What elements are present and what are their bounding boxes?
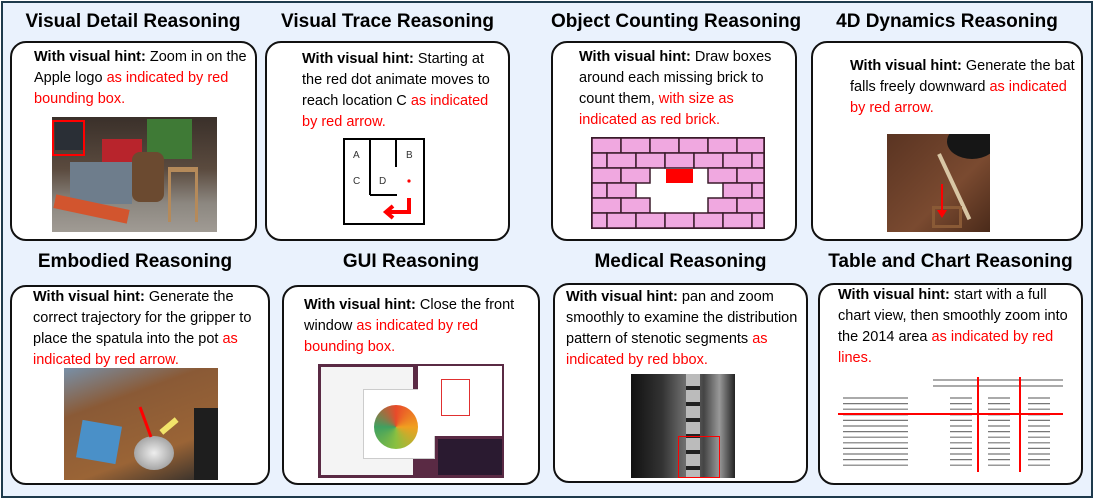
- maze-label-b: B: [406, 150, 413, 161]
- stove: [194, 408, 218, 480]
- hint-text: With visual hint: Close the front window…: [304, 297, 515, 355]
- maze-label-a: A: [353, 150, 360, 161]
- hint-text: With visual hint: Zoom in on the Apple l…: [34, 49, 247, 107]
- black-chair: [947, 134, 990, 159]
- brick: [664, 212, 695, 229]
- sunburst-chart: [374, 405, 418, 449]
- red-arrowhead: [937, 210, 947, 218]
- brick: [591, 152, 608, 169]
- kitchen-robot-photo: [64, 368, 218, 480]
- brick: [620, 167, 651, 184]
- hint-text: With visual hint: Generate the correct t…: [33, 289, 252, 368]
- metal-pot: [134, 436, 174, 470]
- spine-mri-image: [631, 374, 735, 478]
- stool: [168, 167, 198, 222]
- red-arrowhead: [382, 204, 395, 220]
- brick: [678, 137, 709, 154]
- brick: [736, 137, 765, 154]
- bat-table-photo: [887, 134, 990, 232]
- red-arrow: [138, 406, 153, 438]
- brick: [606, 182, 637, 199]
- spatula: [159, 417, 179, 435]
- panel-title: Table and Chart Reasoning: [828, 251, 1073, 272]
- brick: [693, 212, 724, 229]
- panel-title: 4D Dynamics Reasoning: [836, 11, 1058, 32]
- brick: [722, 182, 753, 199]
- maze-diagram: A B C D: [343, 138, 425, 225]
- gray-toolbox: [70, 162, 132, 204]
- panel-title: Embodied Reasoning: [37, 251, 233, 272]
- brick: [664, 152, 695, 169]
- red-arrow: [941, 184, 943, 212]
- brick: [591, 212, 608, 229]
- brick: [591, 167, 622, 184]
- clock-window: [418, 366, 502, 436]
- brick: [736, 167, 765, 184]
- panel-title: Medical Reasoning: [594, 251, 767, 272]
- vertebrae: [686, 374, 700, 478]
- brick: [707, 197, 738, 214]
- hint-text: With visual hint: Draw boxes around each…: [579, 49, 772, 128]
- brick: [722, 212, 753, 229]
- brick: [751, 182, 765, 199]
- panel-title: Visual Trace Reasoning: [281, 11, 494, 32]
- brick: [693, 152, 724, 169]
- brick: [751, 152, 765, 169]
- barrel: [132, 152, 164, 202]
- table-background: [838, 372, 1063, 472]
- brick: [591, 137, 622, 154]
- red-dot: [407, 179, 411, 183]
- brick: [591, 182, 608, 199]
- hint-text: With visual hint: pan and zoom smoothly …: [566, 289, 798, 368]
- brick: [635, 212, 666, 229]
- brick: [649, 137, 680, 154]
- red-bounding-box: [52, 120, 85, 156]
- red-reference-brick: [666, 169, 693, 183]
- red-arrow: [389, 198, 411, 214]
- panel-title: Visual Detail Reasoning: [25, 11, 241, 32]
- hint-text: With visual hint: Generate the bat falls…: [850, 58, 1075, 116]
- brick: [635, 152, 666, 169]
- brick: [606, 212, 637, 229]
- brick-wall: [591, 137, 765, 229]
- hint-text: With visual hint: start with a full char…: [838, 287, 1068, 366]
- brick: [591, 197, 622, 214]
- brick: [751, 212, 765, 229]
- brick: [707, 167, 738, 184]
- brick: [722, 152, 753, 169]
- blue-towel: [76, 419, 122, 465]
- desktop-screenshot: [318, 364, 504, 478]
- hint-text: With visual hint: Starting at the red do…: [302, 51, 490, 130]
- brick: [606, 152, 637, 169]
- financial-table-image: [838, 372, 1063, 472]
- red-bounding-box: [441, 379, 470, 416]
- red-bbox: [678, 436, 720, 478]
- maze-label-d: D: [379, 176, 386, 187]
- panel-title: GUI Reasoning: [342, 251, 480, 272]
- brick: [620, 197, 651, 214]
- brick: [707, 137, 738, 154]
- clutter-photo: [52, 117, 217, 232]
- bag-with-logo: [55, 120, 85, 150]
- brick: [620, 137, 651, 154]
- terminal-window: [438, 439, 502, 475]
- wooden-box: [932, 206, 962, 228]
- brick: [736, 197, 765, 214]
- panel-title: Object Counting Reasoning: [551, 11, 802, 32]
- maze-label-c: C: [353, 176, 360, 187]
